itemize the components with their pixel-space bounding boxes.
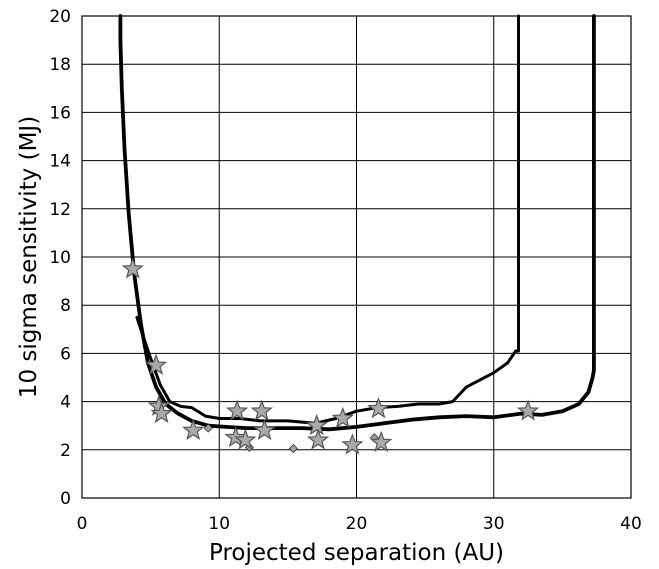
star-marker xyxy=(516,399,540,421)
y-tick-label: 10 xyxy=(49,248,71,268)
y-tick-label: 0 xyxy=(60,489,71,509)
star-marker xyxy=(182,418,205,440)
x-tick-label: 40 xyxy=(620,514,642,534)
y-tick-label: 4 xyxy=(60,393,71,413)
y-tick-label: 6 xyxy=(60,344,71,364)
y-tick-label: 12 xyxy=(49,200,71,220)
star-marker xyxy=(331,406,354,428)
star-marker xyxy=(367,397,390,419)
y-tick-label: 8 xyxy=(60,296,71,316)
star-marker xyxy=(144,353,168,375)
star-marker xyxy=(225,399,249,421)
star-marker xyxy=(341,433,364,455)
x-axis-title: Projected separation (AU) xyxy=(209,540,504,566)
grid-lines xyxy=(82,16,631,498)
y-tick-label: 18 xyxy=(49,55,71,75)
diamond-marker xyxy=(203,423,213,433)
y-tick-label: 20 xyxy=(49,7,71,27)
star-marker xyxy=(121,257,144,279)
sensitivity-curve-2 xyxy=(135,14,520,425)
star-marker xyxy=(150,401,173,424)
y-tick-label: 14 xyxy=(49,152,71,172)
y-tick-label: 16 xyxy=(49,103,71,123)
diamond-marker xyxy=(288,444,298,454)
star-marker xyxy=(250,399,273,421)
x-tick-label: 30 xyxy=(483,514,505,534)
x-tick-label: 0 xyxy=(77,514,88,534)
x-tick-label: 10 xyxy=(208,514,230,534)
y-axis-title: 10 sigma sensitivity (MJ) xyxy=(16,116,42,398)
x-tick-labels: 0 10 20 30 40 xyxy=(77,514,642,534)
star-marker xyxy=(370,430,393,453)
y-tick-labels: 0 2 4 6 8 10 12 14 16 18 20 xyxy=(49,7,71,509)
star-marker xyxy=(253,418,276,440)
data-markers xyxy=(121,257,540,455)
y-tick-label: 2 xyxy=(60,441,71,461)
plot-frame xyxy=(81,15,632,499)
sensitivity-curve-1 xyxy=(118,14,596,432)
star-marker xyxy=(234,428,257,450)
star-marker xyxy=(305,414,328,436)
x-tick-label: 20 xyxy=(346,514,368,534)
star-marker xyxy=(306,428,330,450)
curves xyxy=(118,14,596,432)
